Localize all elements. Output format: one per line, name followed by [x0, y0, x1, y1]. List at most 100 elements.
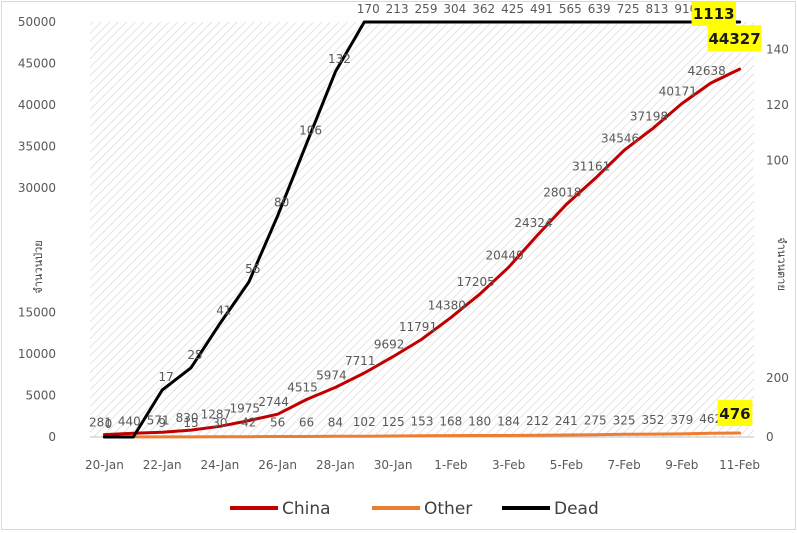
- data-label: 184: [497, 414, 520, 428]
- data-label: 14380: [428, 299, 466, 313]
- data-label: 362: [472, 2, 495, 16]
- data-label: 40171: [659, 85, 697, 99]
- data-label: 11791: [399, 320, 437, 334]
- series-lines: [102, 20, 742, 439]
- callout-box: [707, 25, 762, 52]
- data-label: 37198: [630, 109, 668, 123]
- y-tick-label: 10000: [18, 347, 56, 361]
- data-label: 212: [526, 414, 549, 428]
- x-tick-label: 22-Jan: [143, 458, 182, 472]
- x-tick-label: 24-Jan: [201, 458, 240, 472]
- data-label: 4515: [287, 381, 318, 395]
- data-label: 725: [617, 2, 640, 16]
- data-label: 639: [588, 2, 611, 16]
- series-line-china: [102, 67, 742, 437]
- data-label: 910: [674, 2, 697, 16]
- data-label: 28018: [543, 185, 581, 199]
- data-label: 304: [443, 2, 466, 16]
- data-label: 9: [158, 416, 166, 430]
- y2-tick-label: 100: [766, 153, 789, 167]
- callout-label: 476: [719, 405, 750, 423]
- y-tick-label: 30000: [18, 181, 56, 195]
- data-label: 379: [670, 413, 693, 427]
- y-tick-label: 45000: [18, 57, 56, 71]
- data-label: 31161: [572, 159, 610, 173]
- data-label: 42638: [688, 64, 726, 78]
- y2-tick-label: 200: [766, 371, 789, 385]
- y-axis-left: 0 5000 10000 15000 30000 35000 40000 45000 50000: [18, 15, 56, 444]
- data-label: 813: [646, 2, 669, 16]
- data-label: 42: [241, 416, 256, 430]
- y2-tick-label: 120: [766, 98, 789, 112]
- data-label: 66: [299, 415, 314, 429]
- data-label: 213: [386, 2, 409, 16]
- data-label: 5974: [316, 368, 347, 382]
- x-tick-label: 3-Feb: [492, 458, 525, 472]
- data-label: 491: [530, 2, 553, 16]
- data-label: 168: [439, 415, 462, 429]
- data-label: 275: [584, 414, 607, 428]
- y-tick-label: 35000: [18, 140, 56, 154]
- callout-box: [717, 400, 753, 427]
- data-label: 259: [415, 2, 438, 16]
- x-tick-label: 11-Feb: [719, 458, 760, 472]
- x-tick-label: 5-Feb: [550, 458, 583, 472]
- data-label: 153: [411, 415, 434, 429]
- data-label: 56: [245, 262, 260, 276]
- series-line-other: [102, 431, 742, 439]
- legend-label: China: [282, 499, 331, 519]
- x-tick-label: 7-Feb: [607, 458, 640, 472]
- y2-tick-label: 140: [766, 43, 789, 57]
- data-label: 17: [159, 370, 174, 384]
- data-label: 1975: [230, 402, 261, 416]
- y-axis-right: 0 200 100 120 140: [766, 43, 789, 444]
- data-label: 325: [613, 413, 636, 427]
- data-label: 102: [353, 415, 376, 429]
- data-label: 440: [118, 414, 141, 428]
- data-label: 7711: [345, 354, 376, 368]
- series-line-dead: [102, 20, 742, 439]
- x-tick-label: 26-Jan: [258, 458, 297, 472]
- data-label: 830: [176, 411, 199, 425]
- x-tick-label: 9-Feb: [665, 458, 698, 472]
- legend-label: Dead: [554, 499, 599, 519]
- y-axis-title: จำนวนป่วย: [32, 240, 45, 293]
- data-label: 17205: [457, 275, 495, 289]
- data-label: 352: [642, 413, 665, 427]
- callout-label: 44327: [708, 30, 760, 48]
- data-label: 125: [382, 415, 405, 429]
- y-tick-label: 0: [48, 430, 56, 444]
- x-tick-label: 1-Feb: [434, 458, 467, 472]
- data-label: 84: [328, 415, 343, 429]
- data-label: 9692: [374, 338, 405, 352]
- data-label: 0: [105, 417, 113, 431]
- data-label: 2744: [258, 395, 289, 409]
- data-label: 1287: [201, 407, 232, 421]
- data-label: 15: [183, 416, 198, 430]
- y-tick-label: 50000: [18, 15, 56, 29]
- callout-box: [691, 2, 736, 26]
- y2-axis-title: จำนวนตาย: [775, 237, 788, 291]
- data-label: 34546: [601, 131, 639, 145]
- data-label: 30: [212, 416, 227, 430]
- plot-area: [90, 22, 754, 437]
- x-tick-label: 30-Jan: [374, 458, 413, 472]
- x-tick-label: 28-Jan: [316, 458, 355, 472]
- callout-label: 1113: [693, 5, 735, 23]
- legend-label: Other: [424, 499, 472, 519]
- data-label: 281: [89, 416, 112, 430]
- data-label: 462: [699, 412, 722, 426]
- y-tick-label: 15000: [18, 306, 56, 320]
- data-label: 25: [187, 348, 202, 362]
- data-label: 571: [147, 413, 170, 427]
- data-label: 56: [270, 416, 285, 430]
- data-label: 180: [468, 415, 491, 429]
- callouts: 44327 1113 476: [691, 2, 762, 427]
- data-label: 41: [216, 304, 231, 318]
- y2-tick-label: 0: [766, 430, 774, 444]
- data-label: 24324: [514, 216, 552, 230]
- x-tick-label: 20-Jan: [85, 458, 124, 472]
